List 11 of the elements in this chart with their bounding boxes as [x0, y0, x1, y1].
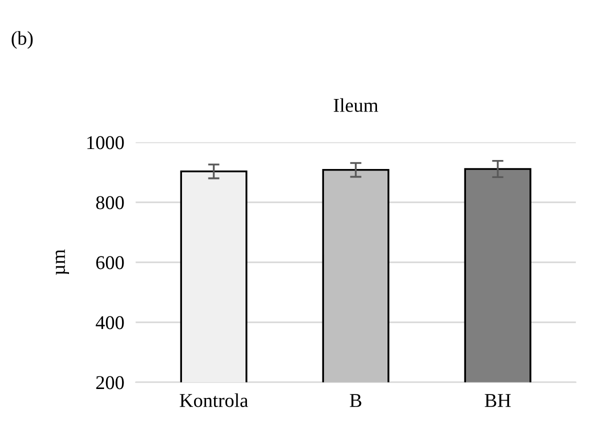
x-tick-label: B [350, 394, 362, 407]
y-tick-label: 1000 [87, 136, 124, 150]
y-tick-label: 600 [96, 256, 124, 270]
y-tick-label: 800 [96, 196, 124, 210]
text: (b) [12, 31, 33, 49]
y-tick-label: 400 [96, 316, 124, 330]
x-tick-label: BH [484, 394, 511, 407]
chart-title: Ileum [334, 98, 378, 112]
y-tick-label: 200 [96, 376, 124, 390]
x-tick-label: Kontrola [180, 393, 248, 408]
y-axis-title: µm [56, 249, 70, 275]
